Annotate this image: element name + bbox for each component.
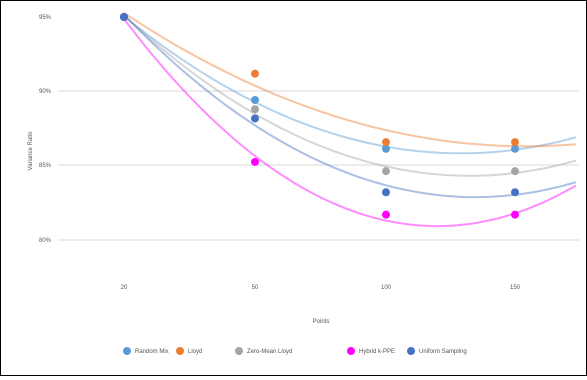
- data-point: [251, 69, 259, 78]
- y-tick-label: 80%: [39, 238, 52, 244]
- legend-label: Hybrid k-PPE: [359, 349, 395, 355]
- data-point: [382, 138, 390, 147]
- legend-item: Hybrid k-PPE: [347, 347, 395, 355]
- y-tick-label: 85%: [39, 163, 52, 169]
- legend-label: Zero-Mean Lloyd: [247, 349, 292, 355]
- x-tick-label: 150: [510, 285, 521, 291]
- data-points: [120, 13, 519, 219]
- trendline: [123, 13, 577, 199]
- data-point: [382, 210, 390, 219]
- data-point: [251, 96, 259, 105]
- legend-marker: [407, 347, 415, 355]
- data-point: [511, 138, 519, 147]
- legend-marker: [176, 347, 184, 355]
- legend-item: Lloyd: [176, 347, 202, 355]
- y-axis-label: Variance Ratio: [28, 131, 34, 171]
- data-point: [120, 13, 128, 21]
- legend-item: Zero-Mean Lloyd: [235, 347, 292, 355]
- legend-marker: [347, 347, 355, 355]
- data-point: [251, 105, 259, 114]
- y-tick-label: 90%: [39, 89, 52, 95]
- legend-marker: [123, 347, 131, 355]
- data-point: [511, 188, 519, 197]
- trendline: [123, 18, 577, 228]
- data-point: [511, 210, 519, 219]
- gridlines: [58, 90, 579, 241]
- y-tick-labels: 95% 90% 85% 80%: [39, 15, 52, 244]
- data-point: [511, 144, 519, 153]
- data-point: [251, 114, 259, 123]
- data-point: [511, 167, 519, 176]
- legend-item: Random Mix: [123, 347, 169, 355]
- x-axis-label: Points: [313, 319, 330, 325]
- data-point: [382, 188, 390, 197]
- trendline: [123, 12, 576, 148]
- legend-marker: [235, 347, 243, 355]
- data-point: [382, 167, 390, 176]
- x-tick-labels: 20 50 100 150: [121, 285, 521, 291]
- y-tick-label: 95%: [39, 15, 52, 21]
- data-point: [382, 144, 390, 153]
- x-tick-label: 100: [381, 285, 392, 291]
- legend: Random Mix Lloyd Zero-Mean Lloyd Hybrid k-P…: [123, 347, 467, 355]
- legend-item: Uniform Sampling: [407, 347, 467, 355]
- x-tick-label: 20: [121, 285, 128, 291]
- x-tick-label: 50: [252, 285, 259, 291]
- trendlines: [123, 12, 577, 228]
- legend-label: Lloyd: [188, 349, 202, 355]
- legend-label: Random Mix: [135, 349, 169, 355]
- legend-label: Uniform Sampling: [419, 349, 467, 355]
- trendline: [123, 14, 577, 177]
- trendline: [123, 15, 577, 155]
- data-point: [251, 157, 259, 166]
